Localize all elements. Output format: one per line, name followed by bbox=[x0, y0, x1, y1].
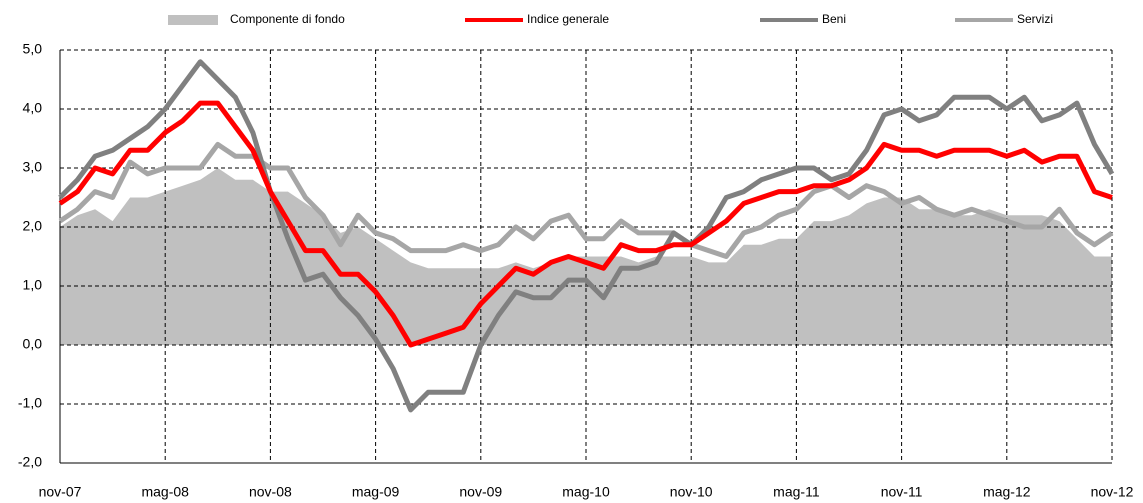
legend-swatch bbox=[168, 15, 218, 25]
x-tick-label: nov-08 bbox=[249, 484, 292, 500]
y-tick-label: 1,0 bbox=[23, 277, 43, 293]
y-tick-label: 4,0 bbox=[23, 100, 43, 116]
x-tick-label: mag-09 bbox=[352, 484, 400, 500]
y-tick-label: 5,0 bbox=[23, 41, 43, 57]
x-tick-label: mag-10 bbox=[562, 484, 610, 500]
y-tick-label: -2,0 bbox=[18, 454, 42, 470]
y-tick-label: 0,0 bbox=[23, 336, 43, 352]
line bbox=[58, 59, 1115, 413]
x-tick-label: nov-09 bbox=[459, 484, 502, 500]
x-tick-label: nov-10 bbox=[670, 484, 713, 500]
y-tick-label: -1,0 bbox=[18, 395, 42, 411]
x-tick-label: mag-08 bbox=[141, 484, 189, 500]
x-tick-label: mag-11 bbox=[773, 484, 820, 500]
x-tick-label: nov-11 bbox=[881, 484, 923, 500]
legend-label: Componente di fondo bbox=[230, 12, 345, 26]
line bbox=[58, 141, 1114, 259]
x-tick-label: mag-12 bbox=[983, 484, 1031, 500]
legend-label: Servizi bbox=[1017, 12, 1053, 26]
y-tick-label: 2,0 bbox=[23, 218, 43, 234]
x-tick-label: nov-07 bbox=[39, 484, 82, 500]
legend-label: Beni bbox=[822, 12, 846, 26]
line bbox=[58, 100, 1113, 348]
legend-label: Indice generale bbox=[527, 12, 609, 26]
y-tick-label: 3,0 bbox=[23, 159, 43, 175]
x-tick-label: nov-12 bbox=[1091, 484, 1134, 500]
